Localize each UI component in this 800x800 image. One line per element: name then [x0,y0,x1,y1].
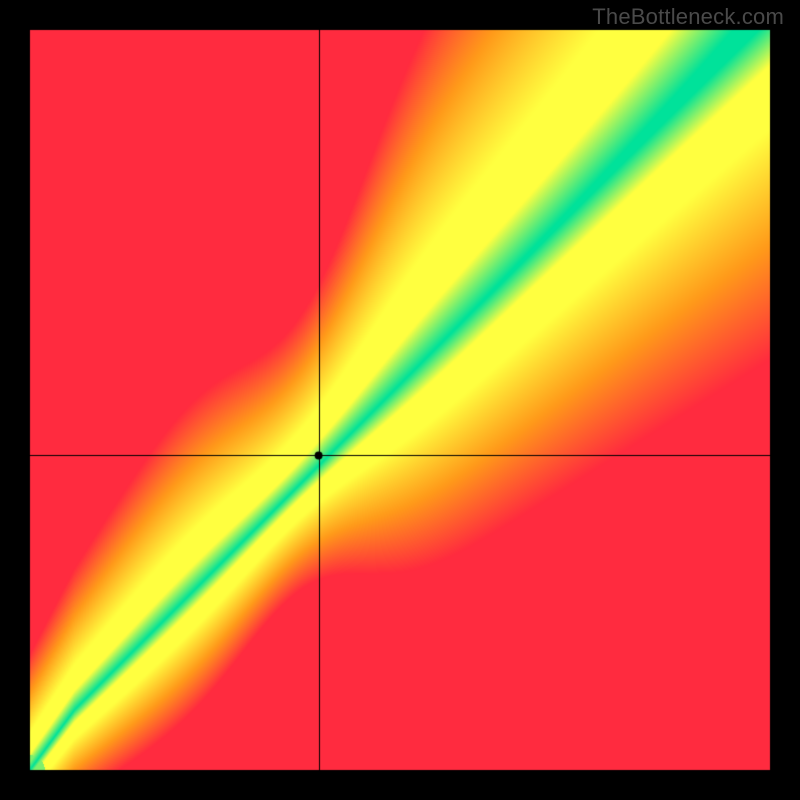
heatmap-canvas [0,0,800,800]
watermark-text: TheBottleneck.com [592,4,784,30]
chart-container: TheBottleneck.com [0,0,800,800]
